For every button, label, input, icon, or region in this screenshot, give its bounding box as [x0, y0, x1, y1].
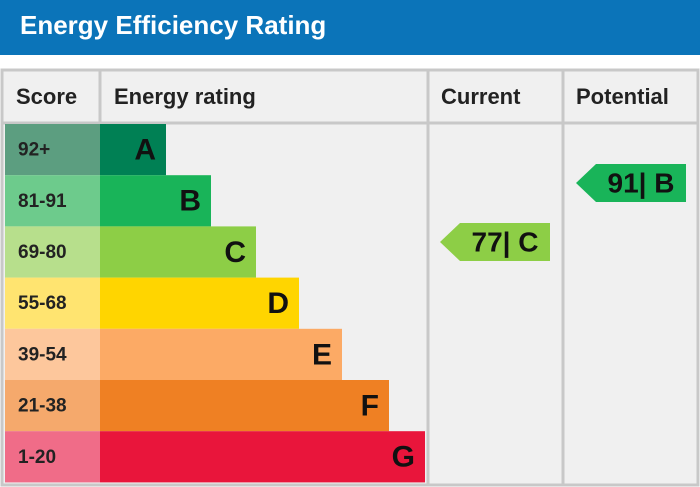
header-bar — [0, 0, 700, 55]
score-cell — [5, 431, 100, 483]
score-label: 92+ — [18, 140, 50, 161]
band-letter: B — [179, 185, 201, 218]
rating-bar — [100, 226, 256, 278]
rating-bar — [100, 380, 389, 432]
score-label: 81-91 — [18, 191, 67, 212]
rating-bar — [100, 431, 425, 483]
band-letter: D — [267, 287, 289, 320]
column-header: Potential — [576, 84, 669, 109]
potential-label: 91| B — [608, 167, 675, 198]
score-cell — [5, 328, 100, 380]
band-letter: C — [224, 236, 246, 269]
potential-arrow — [576, 164, 686, 202]
score-cell — [5, 124, 100, 176]
rating-bar — [100, 277, 299, 329]
band-letter: A — [134, 134, 156, 167]
rating-bar — [100, 328, 342, 380]
rating-bar — [100, 124, 166, 176]
column-header: Current — [441, 84, 521, 109]
band-letter: F — [361, 390, 379, 423]
current-label: 77| C — [472, 226, 539, 257]
score-cell — [5, 277, 100, 329]
score-label: 55-68 — [18, 293, 67, 314]
score-cell — [5, 175, 100, 227]
band-letter: E — [312, 338, 332, 371]
header-title: Energy Efficiency Rating — [20, 10, 326, 40]
score-label: 21-38 — [18, 396, 67, 417]
current-arrow — [440, 223, 550, 261]
rating-bar — [100, 175, 211, 227]
score-label: 69-80 — [18, 242, 67, 263]
column-header: Score — [16, 84, 77, 109]
score-label: 39-54 — [18, 344, 67, 365]
score-cell — [5, 226, 100, 278]
column-header: Energy rating — [114, 84, 256, 109]
score-label: 1-20 — [18, 447, 56, 468]
band-letter: G — [392, 441, 415, 474]
score-cell — [5, 380, 100, 432]
